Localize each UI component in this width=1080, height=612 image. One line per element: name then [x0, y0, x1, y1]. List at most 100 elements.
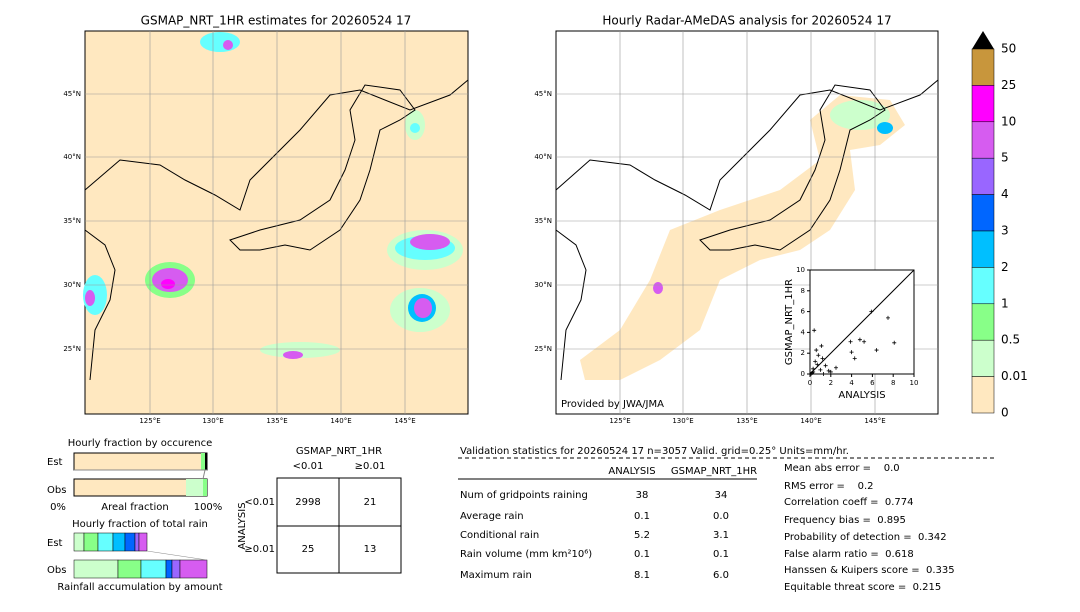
- diagonal: [809, 269, 915, 375]
- colorbar-label: 50: [1001, 42, 1016, 56]
- x-tick-label: 4: [849, 379, 854, 387]
- point: [815, 362, 820, 367]
- val-label: Maximum rain: [460, 570, 532, 581]
- point: [816, 353, 821, 358]
- val-value: 34: [715, 490, 728, 501]
- point: [826, 368, 831, 373]
- lat-label: 35°N: [63, 217, 81, 225]
- point: [892, 340, 897, 345]
- lat-label: 25°N: [63, 345, 81, 353]
- occ-row: Est: [47, 457, 63, 468]
- colorbar-segment: [971, 339, 995, 377]
- lat-label: 35°N: [534, 217, 552, 225]
- ct-row: <0.01: [244, 497, 275, 508]
- left-map: [84, 30, 469, 415]
- lon-label: 135°E: [736, 417, 757, 425]
- val-value: 0.0: [713, 511, 729, 522]
- colorbar-label: 0: [1001, 406, 1009, 420]
- val-label: Rain volume (mm km²10⁶): [460, 549, 592, 560]
- ct-col: <0.01: [293, 461, 324, 472]
- y-tick-label: 10: [796, 266, 805, 274]
- colorbar-label: 3: [1001, 224, 1009, 238]
- point: [820, 356, 825, 361]
- axis-label: Areal fraction: [101, 502, 168, 513]
- axis-right: 100%: [194, 502, 223, 513]
- val-value: 38: [636, 490, 649, 501]
- y-tick-label: 0: [801, 370, 805, 378]
- y-tick-label: 8: [801, 287, 805, 295]
- val-value: 0.1: [634, 549, 650, 560]
- y-tick-label: 6: [801, 308, 806, 316]
- val-label: Num of gridpoints raining: [460, 490, 588, 501]
- ct-cell: 21: [364, 497, 377, 508]
- point: [834, 365, 838, 370]
- colorbar-label: 1: [1001, 296, 1009, 310]
- ct-title: GSMAP_NRT_1HR: [296, 446, 382, 457]
- val-col: ANALYSIS: [608, 466, 655, 477]
- colorbar-label: 0.5: [1001, 333, 1020, 347]
- occ-row: Obs: [47, 485, 66, 496]
- val-col: GSMAP_NRT_1HR: [671, 466, 757, 477]
- point: [818, 367, 823, 372]
- score: Hanssen & Kuipers score = 0.335: [784, 565, 955, 576]
- x-tick-label: 6: [870, 379, 875, 387]
- val-value: 8.1: [634, 570, 650, 581]
- lon-label: 130°E: [202, 417, 223, 425]
- credit: Provided by JWA/JMA: [561, 399, 664, 410]
- occ-title: Hourly fraction by occurence: [68, 438, 212, 449]
- score: Equitable threat score = 0.215: [784, 582, 941, 593]
- val-value: 6.0: [713, 570, 729, 581]
- point: [814, 348, 819, 353]
- score: Mean abs error = 0.0: [784, 463, 900, 474]
- ct-col: ≥0.01: [355, 461, 386, 472]
- val-value: 0.1: [634, 511, 650, 522]
- val-label: Average rain: [460, 511, 524, 522]
- total-bars: [73, 532, 208, 579]
- lat-label: 40°N: [534, 153, 552, 161]
- colorbar-segment: [971, 85, 995, 123]
- lon-label: 140°E: [330, 417, 351, 425]
- lat-label: 45°N: [534, 90, 552, 98]
- ct-cell: 2998: [295, 497, 320, 508]
- colorbar-segment: [971, 194, 995, 232]
- point: [869, 309, 874, 314]
- ct-row: ≥0.01: [244, 544, 275, 555]
- colorbar-extend: [972, 31, 994, 49]
- point: [811, 369, 816, 374]
- ct-cell: 25: [302, 544, 315, 555]
- point: [874, 348, 879, 353]
- lat-label: 30°N: [534, 281, 552, 289]
- colorbar-label: 25: [1001, 78, 1016, 92]
- val-value: 5.2: [634, 530, 650, 541]
- point: [823, 363, 828, 368]
- y-axis-label: GSMAP_NRT_1HR: [784, 279, 795, 365]
- score: RMS error = 0.2: [784, 481, 874, 492]
- y-tick-label: 2: [801, 349, 805, 357]
- total-title: Hourly fraction of total rain: [72, 519, 208, 530]
- y-tick-label: 4: [801, 328, 806, 336]
- x-axis-label: ANALYSIS: [838, 390, 885, 401]
- colorbar-segment: [971, 303, 995, 341]
- val-label: Conditional rain: [460, 530, 539, 541]
- x-tick-label: 8: [891, 379, 895, 387]
- point: [862, 339, 867, 344]
- lat-label: 45°N: [63, 90, 81, 98]
- point: [821, 372, 826, 376]
- lon-label: 125°E: [139, 417, 160, 425]
- score: False alarm ratio = 0.618: [784, 549, 914, 560]
- colorbar-segment: [971, 230, 995, 268]
- ct-side: ANALYSIS: [237, 502, 248, 549]
- occ-bars: [73, 452, 208, 497]
- colorbar-segment: [971, 376, 995, 414]
- lat-label: 25°N: [534, 345, 552, 353]
- colorbar-label: 10: [1001, 114, 1016, 128]
- colorbar-label: 0.01: [1001, 369, 1028, 383]
- lon-label: 145°E: [394, 417, 415, 425]
- x-tick-label: 10: [910, 379, 919, 387]
- point: [886, 315, 890, 320]
- point: [852, 356, 857, 361]
- lat-label: 40°N: [63, 153, 81, 161]
- total-row: Est: [47, 538, 63, 549]
- left-map-title: GSMAP_NRT_1HR estimates for 20260524 17: [141, 14, 412, 28]
